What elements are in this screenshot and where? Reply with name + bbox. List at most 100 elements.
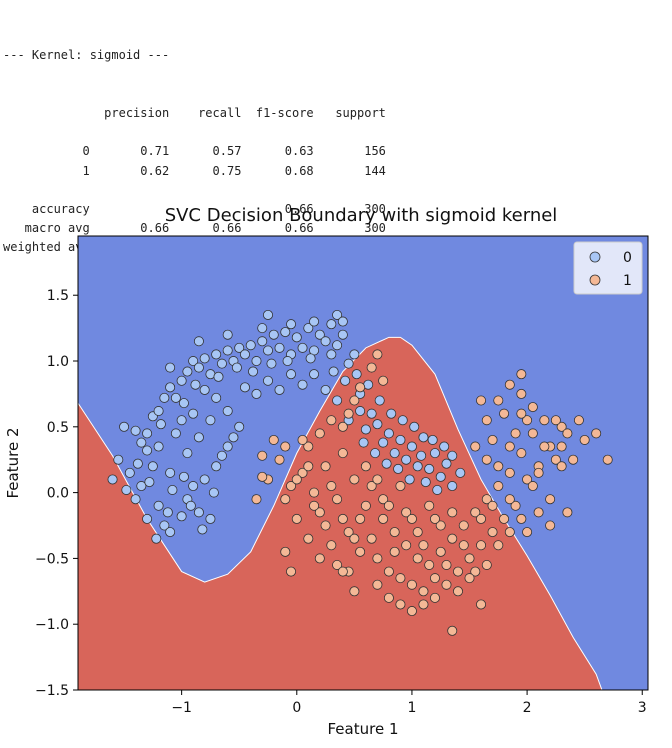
data-point-class-0 (320, 336, 331, 347)
data-point-class-0 (266, 358, 277, 369)
report-row-class: 0 0.71 0.57 0.63 156 (3, 144, 386, 159)
plot-area (78, 236, 648, 690)
y-tick-label: 1.0 (47, 354, 69, 370)
legend-marker-1 (589, 274, 601, 286)
plot-frame (77, 235, 649, 691)
report-row-summary: accuracy 0.66 300 (3, 201, 386, 216)
data-point-class-0 (153, 406, 164, 417)
data-point-class-0 (320, 384, 331, 395)
data-point-class-1 (372, 474, 383, 485)
data-point-class-1 (326, 481, 337, 492)
data-point-class-1 (257, 471, 268, 482)
data-point-class-1 (533, 507, 544, 518)
data-point-class-1 (406, 606, 417, 617)
data-point-class-1 (556, 441, 567, 452)
data-point-class-1 (579, 434, 590, 445)
data-point-class-0 (193, 432, 204, 443)
data-point-class-0 (393, 463, 404, 474)
data-point-class-1 (320, 520, 331, 531)
data-point-class-0 (188, 481, 199, 492)
data-point-class-1 (591, 428, 602, 439)
data-point-class-0 (144, 477, 155, 488)
y-tick-label: −1.0 (35, 617, 69, 633)
data-point-class-1 (332, 494, 343, 505)
data-point-class-1 (280, 546, 291, 557)
data-point-class-1 (562, 428, 573, 439)
data-point-class-0 (447, 481, 458, 492)
data-point-class-1 (291, 474, 302, 485)
data-point-class-0 (326, 319, 337, 330)
data-point-class-0 (366, 408, 377, 419)
data-point-class-0 (314, 329, 325, 340)
data-point-class-1 (274, 454, 285, 465)
data-point-class-0 (222, 345, 233, 356)
data-point-class-0 (297, 342, 308, 353)
data-point-class-1 (401, 540, 412, 551)
data-point-class-1 (499, 408, 510, 419)
data-point-class-0 (132, 458, 143, 469)
data-point-class-1 (447, 533, 458, 544)
data-point-class-0 (165, 467, 176, 478)
data-point-class-0 (378, 437, 389, 448)
data-point-class-1 (383, 500, 394, 511)
data-point-class-1 (458, 540, 469, 551)
data-point-class-1 (527, 481, 538, 492)
data-point-class-0 (170, 428, 181, 439)
data-point-class-0 (136, 481, 147, 492)
data-point-class-1 (343, 408, 354, 419)
data-point-class-1 (337, 513, 348, 524)
data-point-class-0 (262, 375, 273, 386)
data-point-class-0 (262, 309, 273, 320)
data-point-class-0 (178, 398, 189, 409)
data-point-class-1 (539, 415, 550, 426)
data-point-class-1 (389, 527, 400, 538)
data-point-class-0 (190, 379, 201, 390)
legend-label-0: 0 (623, 250, 632, 266)
data-point-class-0 (159, 520, 170, 531)
data-point-class-1 (550, 415, 561, 426)
data-point-class-1 (435, 546, 446, 557)
data-point-class-1 (366, 362, 377, 373)
data-point-class-0 (412, 461, 423, 472)
data-point-class-1 (291, 513, 302, 524)
data-point-class-1 (395, 599, 406, 610)
data-point-class-0 (193, 362, 204, 373)
data-point-class-0 (222, 406, 233, 417)
data-point-class-1 (314, 553, 325, 564)
data-point-class-0 (406, 441, 417, 452)
data-point-class-1 (326, 540, 337, 551)
data-point-class-1 (297, 467, 308, 478)
data-point-class-0 (286, 369, 297, 380)
data-point-class-1 (366, 481, 377, 492)
y-tick-label: −0.5 (35, 551, 69, 567)
data-point-class-0 (121, 484, 132, 495)
data-point-class-0 (416, 450, 427, 461)
data-point-class-1 (360, 500, 371, 511)
data-point-class-0 (193, 336, 204, 347)
data-point-class-1 (337, 448, 348, 459)
data-point-class-0 (351, 369, 362, 380)
data-point-class-0 (205, 415, 216, 426)
data-point-class-0 (251, 356, 262, 367)
data-point-class-0 (170, 392, 181, 403)
data-point-class-0 (176, 511, 187, 522)
data-point-class-1 (280, 441, 291, 452)
data-point-class-1 (452, 566, 463, 577)
data-point-class-0 (429, 448, 440, 459)
data-point-class-1 (429, 592, 440, 603)
data-point-class-1 (429, 573, 440, 584)
data-point-class-1 (545, 520, 556, 531)
data-point-class-1 (372, 553, 383, 564)
data-point-class-0 (119, 421, 130, 432)
data-point-class-1 (343, 527, 354, 538)
data-point-class-1 (522, 527, 533, 538)
data-point-class-1 (464, 573, 475, 584)
data-point-class-0 (234, 421, 245, 432)
data-point-class-0 (176, 375, 187, 386)
data-point-class-1 (504, 441, 515, 452)
data-point-class-1 (286, 481, 297, 492)
data-point-class-0 (332, 395, 343, 406)
data-point-class-1 (332, 559, 343, 570)
data-point-class-1 (337, 566, 348, 577)
